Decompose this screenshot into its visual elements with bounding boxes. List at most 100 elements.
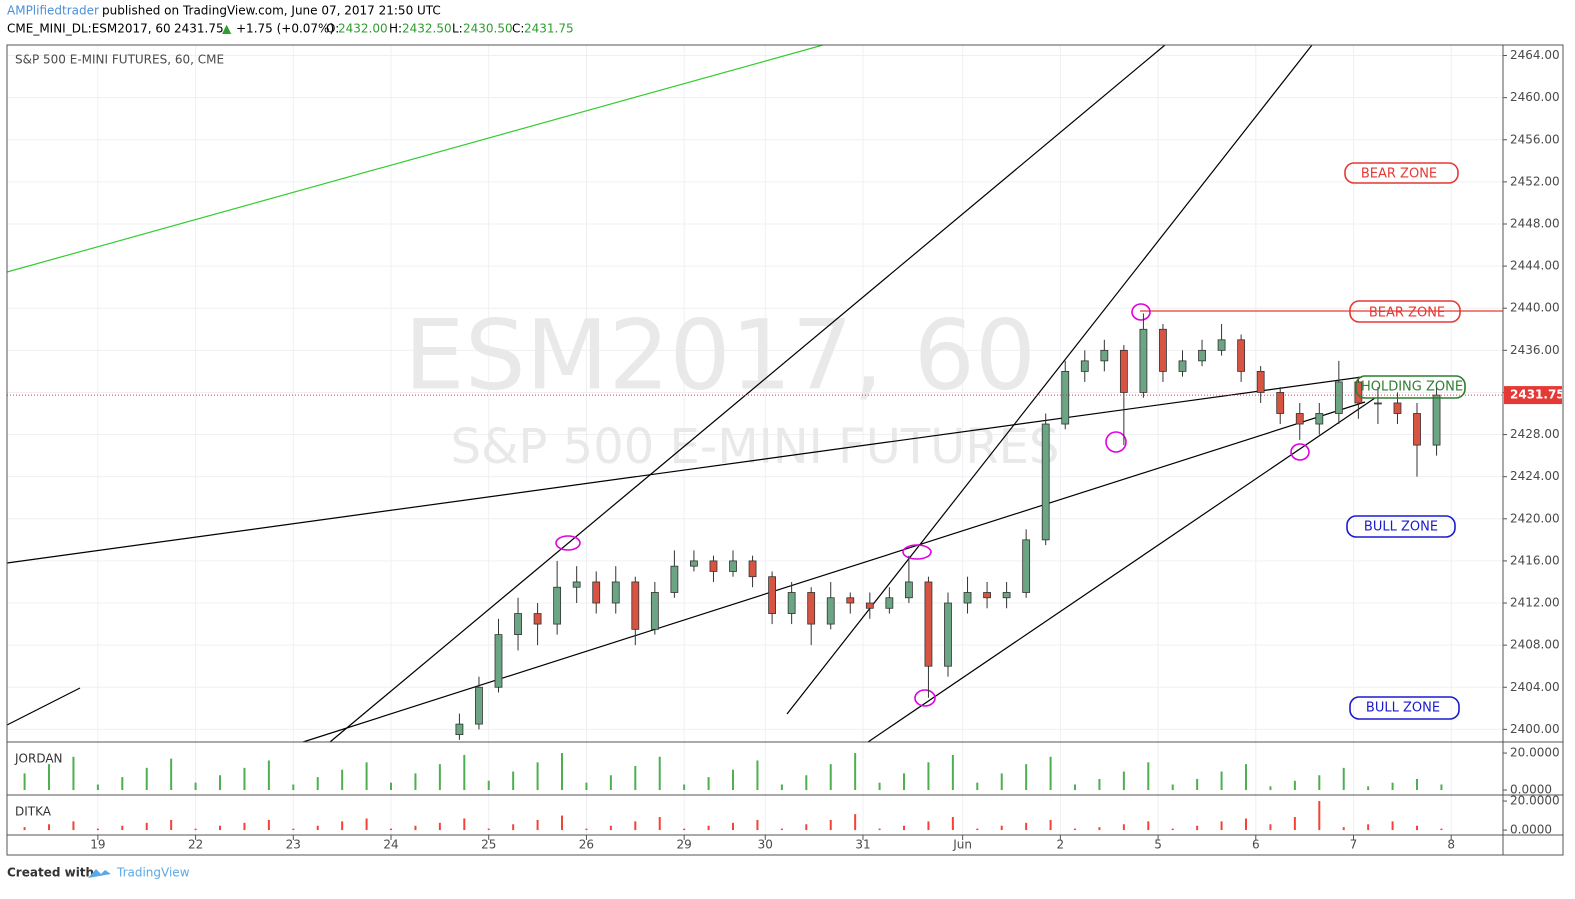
trend-line <box>867 397 1376 743</box>
indicator-bar <box>512 824 515 831</box>
indicator-bar <box>1171 828 1174 831</box>
candle-body <box>1295 413 1304 425</box>
indicator-bar <box>829 764 832 791</box>
author[interactable]: AMPlifiedtrader <box>7 4 99 18</box>
indicator-bar <box>1245 818 1248 831</box>
indicator-bar <box>732 822 735 831</box>
indicator-bar <box>145 822 148 831</box>
candle-body <box>1393 402 1402 414</box>
indicator-bar <box>536 819 539 831</box>
footer-logo <box>88 869 111 878</box>
indicator-bar <box>658 817 661 831</box>
indicator-bar <box>243 767 246 791</box>
o-label: O: <box>326 22 339 36</box>
indicator-bar <box>903 773 906 791</box>
watermark-subtitle: S&P 500 E-MINI FUTURES <box>451 419 1060 475</box>
indicator-bar <box>1342 767 1345 791</box>
x-tick-label: 31 <box>855 838 870 852</box>
indicator-bar <box>48 824 51 831</box>
indicator-bar <box>756 760 759 791</box>
indicator-bar <box>1293 817 1296 831</box>
candle-body <box>709 560 718 572</box>
zone-label: BULL ZONE <box>1366 701 1440 716</box>
indicator-bar <box>1196 778 1199 791</box>
candles <box>455 313 1441 740</box>
y-tick-label: 2460.00 <box>1510 90 1560 104</box>
chart-title: S&P 500 E-MINI FUTURES, 60, CME <box>15 53 224 67</box>
zones: BEAR ZONE BEAR ZONE HOLDING ZONE BULL ZO… <box>1344 162 1466 720</box>
indicator-bar <box>23 773 26 791</box>
indicator-bar <box>1220 821 1223 831</box>
indicator-bar <box>780 828 783 831</box>
indicator-bar <box>1074 784 1077 791</box>
indicator-name: DITKA <box>15 805 52 819</box>
candle-body <box>1002 592 1011 599</box>
y-tick-label: 2436.00 <box>1510 343 1560 357</box>
y-tick-label: 2452.00 <box>1510 174 1560 188</box>
indicator-bar <box>267 819 270 831</box>
y-tick-label: 2412.00 <box>1510 596 1560 610</box>
indicator-bar <box>1000 825 1003 831</box>
candle-body <box>1119 349 1128 393</box>
indicator-bar <box>683 784 686 791</box>
indicator-bar <box>976 782 979 791</box>
indicator-bar <box>1147 762 1150 791</box>
candle-body <box>1061 370 1070 425</box>
indicator-bar <box>927 762 930 791</box>
indicator-bar <box>780 784 783 791</box>
footer-created: Created with <box>7 866 94 880</box>
y-tick-label: 0.0000 <box>1510 783 1552 797</box>
y-tick-label: 2428.00 <box>1510 427 1560 441</box>
x-tick-label: 2 <box>1057 838 1065 852</box>
indicator-bar <box>634 766 637 791</box>
footer-brand[interactable]: TradingView <box>116 866 190 880</box>
y-tick-label: 2416.00 <box>1510 553 1560 567</box>
indicator-bar <box>194 828 197 831</box>
indicator-bar <box>316 825 319 831</box>
circle-mark <box>914 689 936 707</box>
chart-frame <box>6 44 1564 856</box>
indicator-bar <box>658 756 661 791</box>
candle-body <box>631 581 640 630</box>
zone-label: HOLDING ZONE <box>1361 380 1463 395</box>
candle-body <box>592 581 601 604</box>
indicator-bar <box>365 818 368 831</box>
indicator-bar <box>96 784 99 791</box>
indicator-bar <box>878 782 881 791</box>
x-tick-label: 24 <box>383 838 398 852</box>
c-value: 2431.75 <box>524 22 574 36</box>
candle-body <box>572 581 581 588</box>
trend-line <box>6 376 1363 564</box>
candle-body <box>963 592 972 604</box>
x-tick-label: 25 <box>481 838 496 852</box>
frame <box>6 44 1564 856</box>
indicator-bar <box>1440 784 1443 791</box>
indicator-bar <box>1196 825 1199 831</box>
candle-body <box>1237 339 1246 372</box>
y-tick-label: 0.0000 <box>1510 823 1552 837</box>
candle-body <box>611 581 620 604</box>
candle-body <box>514 613 522 636</box>
indicator-bar <box>854 753 857 791</box>
indicator-bar <box>487 828 490 831</box>
indicator-bar <box>1049 756 1052 791</box>
x-tick-label: 7 <box>1350 838 1358 852</box>
indicator-bar <box>878 828 881 831</box>
y-tick-label: 2408.00 <box>1510 638 1560 652</box>
indicator-bar <box>1171 784 1174 791</box>
y-tick-label: 2444.00 <box>1510 259 1560 273</box>
indicator-bar <box>1147 821 1150 831</box>
l-label: L: <box>452 22 463 36</box>
indicator-bar <box>292 784 295 791</box>
indicator-bar <box>463 818 466 831</box>
candle-body <box>650 592 659 630</box>
indicator-bar <box>585 782 588 791</box>
x-tick-label: 22 <box>188 838 203 852</box>
indicator-bar <box>292 828 295 831</box>
zone-box <box>1349 300 1461 323</box>
x-tick-label: 23 <box>286 838 301 852</box>
indicator-bar <box>732 769 735 791</box>
indicator-bar <box>1416 825 1419 831</box>
indicator-name: JORDAN <box>14 752 63 766</box>
